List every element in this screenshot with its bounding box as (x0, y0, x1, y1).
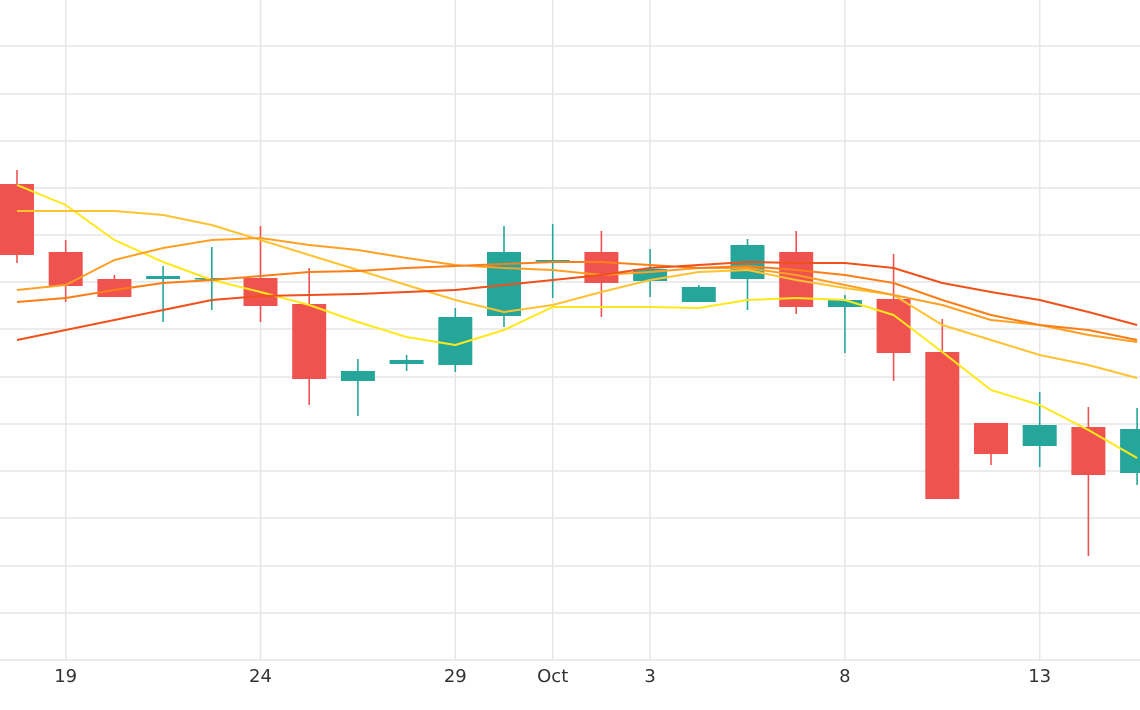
candle-body (584, 252, 619, 283)
ma-line (16, 261, 1138, 341)
ma-line (16, 261, 1138, 341)
x-tick-label: 3 (644, 666, 655, 687)
candle-body (681, 287, 716, 302)
x-tick-label: 24 (249, 666, 272, 687)
candle-body (925, 352, 960, 499)
x-tick-label: 8 (839, 666, 850, 687)
candle-body (48, 252, 83, 286)
candle-body (876, 299, 911, 353)
candle-body (1022, 425, 1057, 446)
x-tick-label: 19 (54, 666, 77, 687)
candle-body (97, 279, 132, 297)
candle-body (146, 276, 181, 279)
candle-body (1120, 429, 1140, 473)
x-tick-label: Oct (537, 666, 568, 687)
ma-line (17, 210, 1138, 379)
candle-body (974, 423, 1008, 454)
x-tick-label: 13 (1028, 666, 1051, 687)
candle-body (292, 304, 327, 379)
ma-line (16, 184, 1138, 459)
candle-body (389, 360, 424, 364)
ma-line (16, 237, 1138, 343)
candle-body (1071, 427, 1106, 475)
candle-body (0, 184, 34, 255)
x-tick-label: 29 (444, 666, 467, 687)
candle-body (340, 371, 375, 381)
candle-body (194, 278, 229, 280)
candle-body (827, 300, 862, 307)
candle-body (535, 260, 570, 262)
